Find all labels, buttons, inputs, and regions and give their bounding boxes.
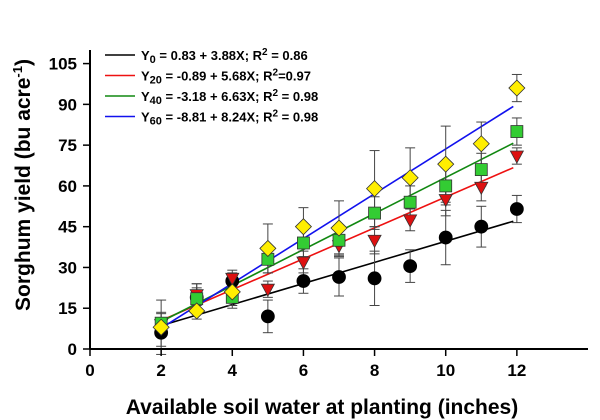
y-tick-label-105: 105 (49, 55, 77, 74)
x-axis-title: Available soil water at planting (inches… (126, 396, 518, 419)
marker-y0-7 (332, 270, 346, 284)
marker-y20-11 (474, 181, 489, 196)
marker-y40-8 (368, 206, 381, 220)
legend-label-y60: Y60 = -8.81 + 8.24X; R2 = 0.98 (141, 109, 318, 128)
axes (89, 50, 588, 350)
marker-y60-9 (401, 169, 419, 187)
marker-y60-6 (294, 218, 312, 236)
y-ticks: 0 15 30 45 60 75 90 105 (49, 55, 90, 359)
marker-y0-12 (509, 202, 524, 216)
x-tick-label-6: 6 (299, 361, 308, 380)
marker-y60-10 (437, 155, 455, 173)
marker-y40-12 (510, 125, 524, 138)
data-markers (152, 79, 526, 340)
marker-y0-5 (260, 309, 275, 324)
y-tick-label-45: 45 (58, 218, 77, 237)
legend-entry-y0: Y0 = 0.83 + 3.88X; R2 = 0.86 (105, 47, 308, 66)
marker-y0-11 (474, 219, 489, 234)
y-tick-label-0: 0 (68, 340, 77, 359)
legend-entry-y60: Y60 = -8.81 + 8.24X; R2 = 0.98 (105, 109, 318, 128)
marker-y60-7 (330, 219, 348, 237)
marker-y20-6 (296, 256, 311, 270)
y-tick-label-60: 60 (58, 177, 77, 196)
y-tick-label-30: 30 (58, 258, 77, 277)
marker-y0-10 (438, 230, 453, 245)
x-tick-label-4: 4 (228, 361, 238, 380)
legend-entry-y40: Y40 = -3.18 + 6.63X; R2 = 0.98 (105, 88, 318, 107)
y-tick-label-90: 90 (58, 95, 77, 114)
marker-y20-4 (225, 272, 240, 287)
marker-y20-9 (402, 214, 418, 228)
marker-y40-6 (297, 236, 310, 250)
legend-label-y40: Y40 = -3.18 + 6.63X; R2 = 0.98 (141, 88, 318, 107)
marker-y0-6 (296, 274, 311, 288)
marker-y20-10 (438, 194, 453, 208)
fit-lines (160, 105, 514, 329)
x-tick-label-2: 2 (156, 361, 165, 380)
y-axis-title: Sorghum yield (bu acre-1) (10, 59, 35, 311)
marker-y40-11 (474, 163, 488, 177)
marker-y40-10 (439, 179, 453, 193)
x-tick-label-10: 10 (436, 361, 455, 380)
x-tick-label-8: 8 (370, 361, 379, 380)
y-axis-title-end: ) (12, 59, 35, 66)
marker-y60-3 (188, 302, 206, 320)
fit-line-y60 (160, 105, 514, 329)
legend-label-y20: Y20 = -0.89 + 5.68X; R2=0.97 (141, 68, 311, 87)
marker-y20-8 (367, 234, 382, 249)
y-axis-title-sup: -1 (10, 66, 25, 78)
marker-y60-4 (223, 283, 241, 301)
y-tick-label-75: 75 (58, 136, 77, 155)
marker-y0-8 (367, 271, 382, 286)
marker-y60-5 (259, 239, 277, 257)
marker-y60-8 (366, 180, 384, 198)
marker-y20-12 (509, 150, 525, 164)
legend-label-y0: Y0 = 0.83 + 3.88X; R2 = 0.86 (141, 47, 308, 66)
marker-y20-5 (260, 283, 276, 298)
legend: Y0 = 0.83 + 3.88X; R2 = 0.86 Y20 = -0.89 … (105, 47, 318, 128)
marker-y60-2 (152, 318, 170, 336)
marker-y0-9 (403, 259, 418, 273)
marker-y60-11 (472, 135, 490, 153)
x-tick-label-0: 0 (85, 361, 94, 380)
marker-y40-9 (403, 195, 417, 209)
x-ticks: 0 2 4 6 8 10 12 (85, 349, 526, 380)
y-axis-title-main: Sorghum yield (bu acre (12, 78, 35, 311)
y-tick-label-15: 15 (58, 299, 77, 318)
x-tick-label-12: 12 (507, 361, 526, 380)
legend-entry-y20: Y20 = -0.89 + 5.68X; R2=0.97 (105, 68, 311, 87)
marker-y60-12 (508, 79, 526, 97)
